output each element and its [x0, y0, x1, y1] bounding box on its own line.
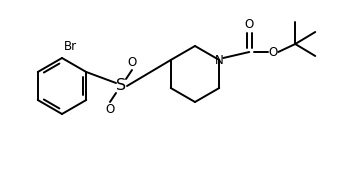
Text: O: O — [127, 56, 137, 69]
Text: Br: Br — [64, 40, 77, 53]
Text: S: S — [116, 78, 126, 93]
Text: N: N — [215, 53, 224, 66]
Text: O: O — [245, 18, 254, 31]
Text: O: O — [105, 103, 115, 116]
Text: O: O — [269, 45, 278, 58]
